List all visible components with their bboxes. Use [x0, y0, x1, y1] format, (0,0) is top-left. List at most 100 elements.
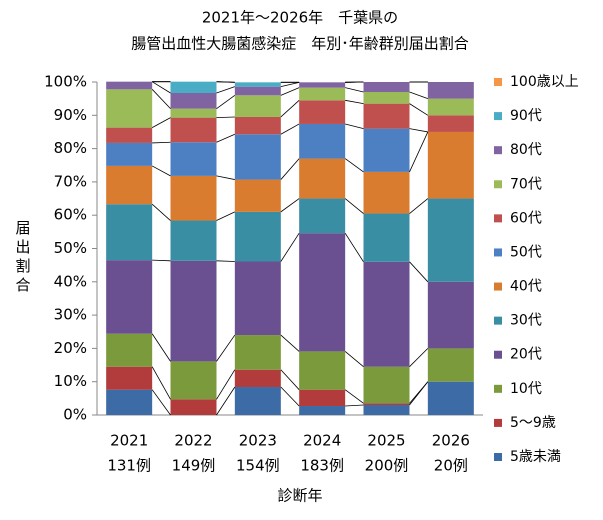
bar-segment [106, 390, 152, 415]
y-axis-label: 届出割合 [14, 220, 32, 296]
bar-segment [364, 104, 410, 129]
legend-swatch [494, 283, 502, 291]
y-tick-label: 40% [54, 272, 87, 290]
legend-swatch [494, 419, 502, 427]
legend-label: 80代 [510, 142, 542, 158]
bar-segment [364, 405, 410, 415]
bar-segment [428, 99, 474, 116]
legend-swatch [494, 78, 502, 86]
bar-segment [299, 199, 345, 234]
bar-segment [106, 143, 152, 166]
legend-label: 70代 [510, 176, 542, 192]
bar-segment [364, 82, 410, 92]
bar-segment [171, 221, 217, 261]
bar-segment [106, 204, 152, 260]
legend-swatch [494, 180, 502, 188]
y-tick-label: 20% [54, 339, 87, 357]
bar-segment [235, 370, 281, 387]
y-tick-label: 80% [54, 139, 87, 157]
bar-segment [171, 109, 217, 118]
bar-segment [106, 128, 152, 143]
bar-segment [106, 334, 152, 367]
bar-segment [171, 93, 217, 109]
bar-segment [171, 261, 217, 362]
bar-segment [299, 82, 345, 87]
x-tick-label: 2025 [367, 432, 405, 450]
bar-segment [106, 260, 152, 334]
legend-label: 50代 [510, 244, 542, 260]
bar-segment [106, 89, 152, 127]
bar-segment [299, 406, 345, 415]
y-tick-label: 30% [54, 306, 87, 324]
bar-segment [235, 387, 281, 415]
bar-segment [106, 367, 152, 390]
bar-segment [299, 100, 345, 124]
x-tick-label: 2023 [239, 432, 277, 450]
y-tick-label: 10% [54, 372, 87, 390]
bar-segment [299, 390, 345, 406]
bar-segment [235, 212, 281, 262]
x-tick-label: 2021 [110, 432, 148, 450]
bar-segment [235, 180, 281, 212]
bar-segment [428, 348, 474, 381]
x-tick-label: 2026 [432, 432, 470, 450]
legend-swatch [494, 214, 502, 222]
legend-label: 30代 [510, 313, 542, 329]
bar-segment [364, 367, 410, 404]
legend-label: 5～9歳 [510, 415, 556, 431]
bar-segment [235, 95, 281, 117]
x-tick-label: 183例 [300, 457, 344, 475]
bar-segment [428, 82, 474, 99]
bar-segment [428, 199, 474, 282]
x-tick-label: 2024 [303, 432, 341, 450]
legend-swatch [494, 351, 502, 359]
y-tick-label: 60% [54, 206, 87, 224]
bar-segment [171, 142, 217, 176]
chart-title: 2021年～2026年 千葉県の [202, 9, 398, 27]
y-tick-label: 70% [54, 172, 87, 190]
bar-segment [171, 176, 217, 221]
bar-segment [364, 262, 410, 367]
y-tick-label: 50% [54, 239, 87, 257]
y-tick-label: 90% [54, 106, 87, 124]
legend-label: 20代 [510, 347, 542, 363]
bar-segment [364, 214, 410, 262]
legend-label: 10代 [510, 381, 542, 397]
bar-segment [171, 118, 217, 143]
bar-segment [364, 172, 410, 214]
legend-swatch [494, 453, 502, 461]
bar-segment [171, 361, 217, 399]
bar-segment [171, 399, 217, 415]
x-tick-label: 2022 [174, 432, 212, 450]
x-axis-label: 診断年 [277, 487, 322, 505]
x-tick-label: 154例 [236, 457, 280, 475]
bar-segment [299, 351, 345, 389]
bar-segment [299, 233, 345, 351]
bar-segment [106, 166, 152, 204]
bar-segment [364, 403, 410, 405]
bar-segment [235, 87, 281, 96]
bar-segment [364, 129, 410, 172]
y-tick-label: 100% [44, 73, 87, 91]
legend-label: 40代 [510, 279, 542, 295]
bar-segment [299, 124, 345, 159]
y-tick-label: 0% [63, 406, 87, 424]
legend-swatch [494, 112, 502, 120]
bar-segment [428, 282, 474, 349]
bar-segment [235, 261, 281, 335]
bar-segment [428, 382, 474, 415]
bar-segment [171, 82, 217, 93]
bar-segment [428, 115, 474, 132]
chart-title: 腸管出血性大腸菌感染症 年別･年齢群別届出割合 [131, 35, 469, 53]
legend-swatch [494, 146, 502, 154]
bar-segment [235, 134, 281, 179]
legend-label: 100歳以上 [510, 74, 579, 90]
legend-swatch [494, 248, 502, 256]
x-tick-label: 131例 [107, 457, 151, 475]
bar-segment [428, 132, 474, 199]
bar-segment [235, 82, 281, 86]
bar-segment [364, 92, 410, 104]
legend-swatch [494, 317, 502, 325]
